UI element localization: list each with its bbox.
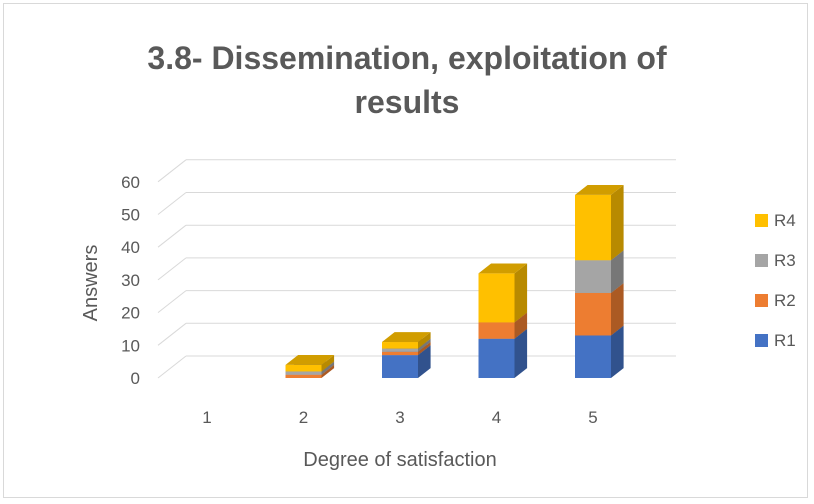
legend-swatch [755,214,768,227]
x-tick-label: 5 [588,408,597,427]
legend-item-r4: R4 [755,211,796,230]
bar-front [575,292,611,336]
x-axis-title: Degree of satisfaction [303,449,496,471]
bar-segment-r4-cat-3 [382,332,431,349]
legend-item-r3: R3 [755,251,796,270]
y-tick-label: 20 [121,304,140,323]
bar-side [611,250,624,293]
y-tick-label: 50 [121,206,140,225]
legend-swatch [755,334,768,347]
bar-front [478,322,515,339]
y-tick-label: 0 [131,369,140,388]
y-tick-label: 10 [121,336,140,355]
legend-label: R1 [774,331,796,350]
bar-side [611,283,624,336]
bar-side [514,312,528,339]
legend-swatch [755,294,768,307]
legend: R4 R3 R2 R1 [755,211,796,350]
bar-front [478,338,515,378]
bar-top [382,332,431,343]
y-tick-label: 30 [121,271,140,290]
y-tick-labels: 0 10 20 30 40 50 60 [121,173,140,388]
legend-item-r2: R2 [755,291,796,310]
bar-top [285,355,335,365]
bar-segment-r4-cat-4 [478,263,528,323]
x-tick-label: 4 [492,408,501,427]
bar-front [575,260,611,293]
chart-frame [3,3,808,498]
legend-label: R3 [774,251,796,270]
bar-side [418,338,431,352]
bar-front [285,374,322,378]
gridline-depth [157,224,187,248]
x-tick-label: 1 [202,408,211,427]
bar-front [382,355,418,378]
gridline-depth [157,355,187,379]
bar-front [285,364,322,372]
bar-front [575,194,611,261]
bar-side [321,364,335,378]
y-tick-label: 60 [121,173,140,192]
bar-segment-r4-cat-5 [575,184,624,261]
gridline-depth [157,257,187,281]
bar-side [514,328,528,378]
legend-label: R2 [774,291,796,310]
y-axis-title: Answers [80,245,102,322]
legend-item-r1: R1 [755,331,796,350]
bar-front [382,342,418,349]
bar-segment-r4-cat-2 [285,355,335,372]
bar-side [418,345,431,378]
gridline-depth [157,322,187,346]
gridline-depth [157,159,187,183]
x-tick-labels: 1 2 3 4 5 [202,408,597,427]
y-tick-label: 40 [121,238,140,257]
bar-side [321,361,335,375]
bar-front [575,335,611,378]
chart-title-line-2: results [354,84,460,120]
chart-title-line-1: 3.8- Dissemination, exploitation of [147,40,667,76]
bar-top [478,263,528,274]
bars [285,184,624,378]
bar-front [285,371,322,375]
bar-side [611,184,624,261]
bar-side [418,341,431,356]
x-tick-label: 3 [395,408,404,427]
legend-label: R4 [774,211,796,230]
bar-side [514,263,528,323]
bar-side [418,332,431,349]
bar-front [478,273,515,323]
bar-top [575,184,624,195]
bar-side [611,325,624,378]
chart-title: 3.8- Dissemination, exploitation of resu… [0,36,814,124]
legend-swatch [755,254,768,267]
bar-front [382,348,418,352]
bar-side [321,355,335,372]
gridline-depth [157,290,187,313]
gridline-depth [157,192,187,215]
x-tick-label: 2 [299,408,308,427]
bar-front [382,351,418,356]
